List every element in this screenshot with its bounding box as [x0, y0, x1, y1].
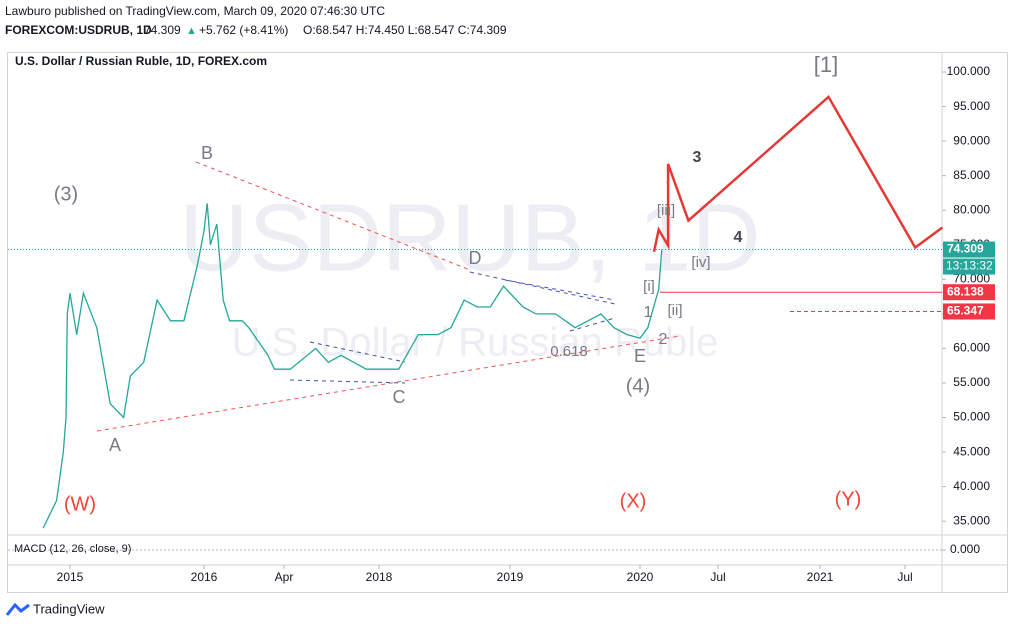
y-tick-label: 40.000 — [953, 479, 990, 493]
symbol: FOREXCOM:USDRUB, 1D — [5, 23, 152, 37]
y-tick-label: 95.000 — [953, 99, 990, 113]
x-tick-label: 2015 — [57, 570, 84, 584]
trendline — [195, 161, 471, 271]
wave-label: [ii] — [668, 302, 683, 319]
countdown: 13:13:32 — [946, 259, 993, 273]
x-tick-label: 2021 — [807, 570, 834, 584]
trendline — [289, 379, 406, 384]
wave-label: [1] — [814, 52, 838, 77]
wave-label: 3 — [693, 149, 702, 166]
x-tick-label: Jul — [710, 570, 725, 584]
wave-label: 2 — [659, 331, 668, 348]
countdown-box — [943, 258, 995, 275]
x-tick-label: 2020 — [627, 570, 654, 584]
wave-label: D — [469, 248, 482, 268]
logo-mark — [5, 602, 30, 616]
y-tick-label: 55.000 — [953, 375, 990, 389]
wave-label: [iii] — [657, 202, 675, 219]
wave-label: (Y) — [835, 488, 862, 510]
price-label-box — [943, 284, 995, 301]
price-label-box — [943, 241, 995, 258]
x-tick-label: 2016 — [191, 570, 218, 584]
wave-label: 4 — [734, 229, 743, 246]
trendline — [469, 271, 616, 305]
watermark: USDRUB, 1D — [179, 184, 760, 291]
price-label: 65.347 — [947, 304, 984, 318]
x-tick-label: 2019 — [497, 570, 524, 584]
wave-label: E — [634, 346, 646, 366]
y-tick-label: 60.000 — [953, 341, 990, 355]
wave-label: (W) — [64, 493, 96, 515]
frame — [7, 52, 1008, 593]
y-tick-label: 45.000 — [953, 444, 990, 458]
wave-label: (4) — [626, 375, 650, 397]
wave-label: (X) — [620, 490, 647, 512]
trendline — [309, 341, 406, 363]
trendline — [504, 279, 616, 301]
publish-line: Lawburo published on TradingView.com, Ma… — [5, 4, 385, 18]
y-tick-label: 85.000 — [953, 168, 990, 182]
chart-title: U.S. Dollar / Russian Ruble, 1D, FOREX.c… — [15, 54, 267, 68]
y-tick-label: 90.000 — [953, 133, 990, 147]
ohlc: O:68.547 H:74.450 L:68.547 C:74.309 — [303, 23, 507, 37]
price-label: 74.309 — [947, 242, 984, 256]
price-line — [42, 203, 663, 529]
wave-label: B — [201, 143, 213, 163]
change: +5.762 (+8.41%) — [199, 23, 288, 37]
x-tick-label: 2018 — [366, 570, 393, 584]
y-tick-label: 100.000 — [947, 64, 991, 78]
up-arrow: ▲ — [186, 25, 197, 37]
macd-tick-label: 0.000 — [950, 542, 980, 556]
y-tick-label: 80.000 — [953, 202, 990, 216]
last-price: 74.309 — [144, 23, 181, 37]
wave-label: 1 — [644, 304, 653, 321]
wave-label: A — [109, 435, 121, 455]
x-tick-label: Jul — [897, 570, 912, 584]
logo: TradingView — [5, 601, 105, 616]
footer: TradingView — [33, 601, 105, 616]
price-label-box — [943, 303, 995, 320]
wave-label: (3) — [54, 183, 78, 205]
trendline — [96, 335, 681, 432]
y-tick-label: 35.000 — [953, 513, 990, 527]
wave-label: [i] — [643, 278, 655, 295]
projection-line — [652, 94, 944, 252]
x-tick-label: Apr — [275, 570, 294, 584]
wave-label: [iv] — [691, 254, 710, 271]
y-tick-label: 70.000 — [953, 272, 990, 286]
macd-label: MACD (12, 26, close, 9) — [14, 543, 131, 555]
trendlines — [96, 161, 681, 432]
wave-label: C — [393, 387, 406, 407]
wave-label: 0.618 — [550, 343, 588, 360]
y-tick-label: 50.000 — [953, 410, 990, 424]
price-label: 68.138 — [947, 284, 984, 298]
